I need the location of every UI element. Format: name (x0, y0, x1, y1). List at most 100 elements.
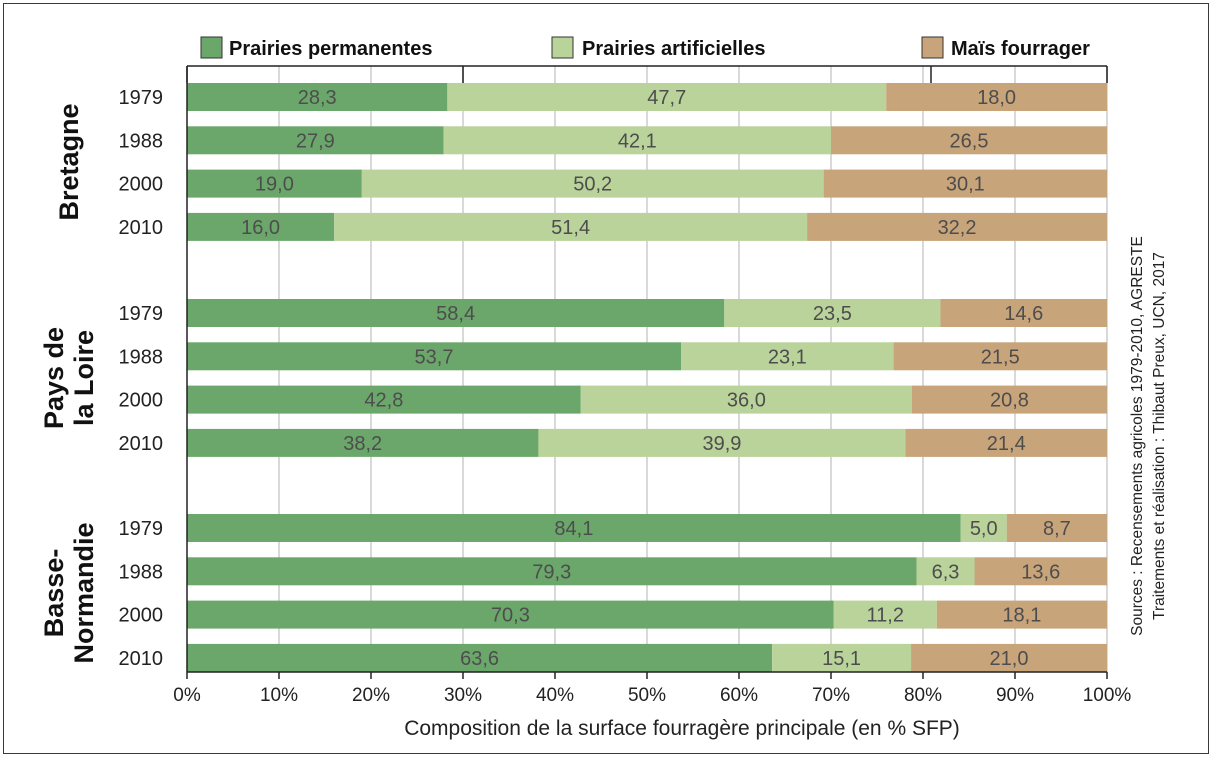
group-label: la Loire (69, 330, 99, 426)
legend-swatch (921, 36, 944, 59)
data-label: 58,4 (436, 303, 475, 325)
x-tick-label: 100% (1083, 685, 1132, 706)
data-label: 84,1 (554, 518, 593, 540)
x-tick-label: 10% (260, 685, 298, 706)
bar-segment (772, 643, 912, 672)
chart-frame (3, 3, 1209, 754)
bar-segment (538, 428, 906, 457)
data-label: 26,5 (950, 130, 989, 152)
data-label: 51,4 (551, 217, 590, 239)
year-label: 1988 (119, 561, 164, 583)
data-label: 79,3 (532, 561, 571, 583)
data-label: 23,1 (768, 346, 807, 368)
legend-label: Prairies permanentes (229, 38, 432, 60)
bar-segment (187, 385, 581, 414)
bar-segment (974, 557, 1107, 586)
x-tick-label: 30% (444, 685, 482, 706)
bar-segment (831, 126, 1107, 155)
data-label: 47,7 (647, 87, 686, 109)
bar-segment (443, 126, 831, 155)
group-label: Basse- (39, 549, 69, 638)
legend-swatch (551, 36, 574, 59)
data-label: 30,1 (946, 174, 985, 196)
data-label: 21,0 (990, 648, 1029, 670)
year-label: 2010 (119, 648, 164, 670)
bar-segment (960, 514, 1007, 542)
legend-swatch (200, 36, 223, 59)
data-label: 50,2 (573, 174, 612, 196)
data-label: 38,2 (343, 433, 382, 455)
bar-segment (823, 169, 1107, 198)
data-label: 20,8 (990, 390, 1029, 412)
data-label: 63,6 (460, 648, 499, 670)
data-label: 53,7 (415, 346, 454, 368)
bar-segment (936, 600, 1107, 629)
year-label: 1979 (119, 518, 164, 540)
data-label: 39,9 (703, 433, 742, 455)
x-tick-label: 60% (720, 685, 758, 706)
bar-segment (681, 342, 894, 371)
bar-segment (187, 169, 362, 198)
group-label: Pays de (39, 327, 69, 429)
bar-segment (905, 428, 1107, 457)
data-label: 42,1 (618, 130, 657, 152)
data-label: 16,0 (241, 217, 280, 239)
x-tick-label: 50% (628, 685, 666, 706)
year-label: 2000 (119, 390, 164, 412)
bar-segment (187, 643, 773, 672)
data-label: 42,8 (364, 390, 403, 412)
bar-segment (911, 385, 1107, 414)
data-label: 21,4 (987, 433, 1026, 455)
data-label: 36,0 (727, 390, 766, 412)
x-tick-label: 90% (996, 685, 1034, 706)
legend-label: Prairies artificielles (582, 38, 765, 60)
x-tick-label: 70% (812, 685, 850, 706)
data-label: 19,0 (255, 174, 294, 196)
data-label: 11,2 (867, 605, 904, 627)
year-label: 2000 (119, 605, 164, 627)
data-label: 23,5 (813, 303, 852, 325)
x-axis-title: Composition de la surface fourragère pri… (404, 717, 960, 740)
group-label: Normandie (69, 522, 99, 663)
bar-segment (886, 83, 1107, 111)
bar-segment (807, 212, 1107, 241)
bar-segment (187, 342, 682, 371)
bar-segment (187, 126, 444, 155)
group-label: Bretagne (54, 103, 84, 220)
year-label: 1979 (119, 87, 164, 109)
x-tick-label: 0% (173, 685, 201, 706)
bar-segment (187, 557, 917, 586)
bar-segment (940, 299, 1107, 327)
bar-segment (447, 83, 887, 111)
data-label: 14,6 (1004, 303, 1043, 325)
bar-segment (334, 212, 808, 241)
data-label: 21,5 (981, 346, 1020, 368)
x-tick-label: 80% (904, 685, 942, 706)
year-label: 2000 (119, 174, 164, 196)
year-label: 1988 (119, 346, 164, 368)
x-tick-label: 40% (536, 685, 574, 706)
year-label: 1988 (119, 130, 164, 152)
bar-segment (916, 557, 975, 586)
x-tick-label: 20% (352, 685, 390, 706)
data-label: 15,1 (822, 648, 861, 670)
bar-segment (1006, 514, 1107, 542)
bar-segment (187, 212, 335, 241)
data-label: 70,3 (491, 605, 530, 627)
bar-segment (187, 83, 448, 111)
bar-segment (911, 643, 1107, 672)
data-label: 6,3 (932, 561, 960, 583)
data-label: 32,2 (938, 217, 977, 239)
legend-label: Maïs fourrager (951, 38, 1090, 60)
bar-segment (361, 169, 824, 198)
bar-segment (724, 299, 941, 327)
bar-segment (580, 385, 912, 414)
source-note: Sources : Recensements agricoles 1979-20… (1129, 236, 1146, 636)
data-label: 5,0 (970, 518, 998, 540)
bar-segment (187, 299, 725, 327)
year-label: 2010 (119, 433, 164, 455)
bar-segment (187, 428, 539, 457)
bar-segment (893, 342, 1107, 371)
bar-segment (187, 600, 834, 629)
data-label: 28,3 (298, 87, 337, 109)
